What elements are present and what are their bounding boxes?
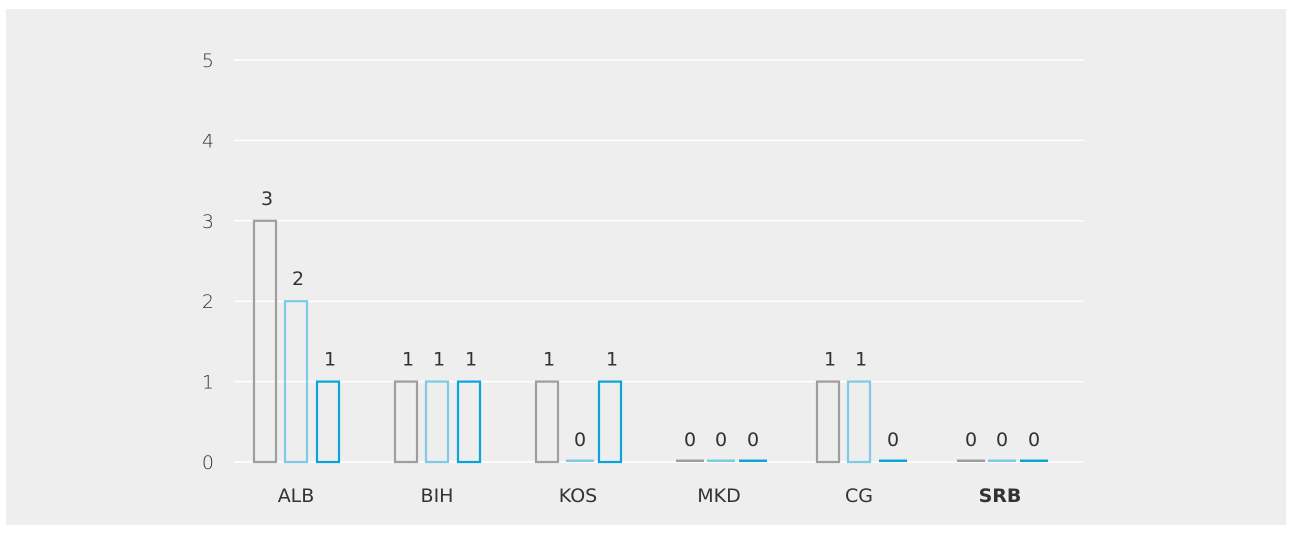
bar-mkd-2	[739, 459, 767, 462]
y-tick-label: 3	[202, 211, 214, 233]
bar-bih-0	[393, 380, 419, 464]
data-label: 1	[855, 349, 867, 371]
bar-alb-2	[315, 380, 341, 464]
y-tick-label: 4	[202, 130, 214, 152]
bar-alb-1	[283, 300, 309, 464]
y-tick-label: 2	[202, 291, 214, 313]
data-label: 1	[543, 349, 555, 371]
bar-cg-0	[815, 380, 841, 464]
data-label: 0	[996, 429, 1008, 451]
data-label: 1	[606, 349, 618, 371]
data-label: 0	[887, 429, 899, 451]
x-tick-label-cg: CG	[845, 485, 873, 507]
x-tick-label-srb: SRB	[979, 485, 1022, 507]
bar-srb-1	[988, 459, 1016, 462]
bar-mkd-1	[707, 459, 735, 462]
x-tick-label-mkd: MKD	[697, 485, 740, 507]
bar-kos-1	[566, 459, 594, 462]
data-label: 0	[965, 429, 977, 451]
x-tick-label-bih: BIH	[421, 485, 454, 507]
bar-bih-2	[456, 380, 482, 464]
data-label: 1	[465, 349, 477, 371]
bar-cg-1	[846, 380, 872, 464]
y-tick-label: 5	[202, 50, 214, 72]
data-label: 0	[1028, 429, 1040, 451]
data-label: 0	[574, 429, 586, 451]
data-label: 1	[433, 349, 445, 371]
bar-srb-0	[957, 459, 985, 462]
bar-cg-2	[879, 459, 907, 462]
y-tick-label: 0	[202, 452, 214, 474]
data-label: 0	[684, 429, 696, 451]
x-tick-label-kos: KOS	[559, 485, 597, 507]
bar-kos-2	[597, 380, 623, 464]
bar-srb-2	[1020, 459, 1048, 462]
bar-bih-1	[424, 380, 450, 464]
x-tick-label-alb: ALB	[278, 485, 315, 507]
data-label: 0	[747, 429, 759, 451]
bar-alb-0	[252, 219, 278, 464]
data-label: 1	[324, 349, 336, 371]
data-label: 0	[715, 429, 727, 451]
bar-mkd-0	[676, 459, 704, 462]
chart-panel: 0 1 2 3 4 5 3 2 1 ALB 1 1 1 BIH 1 0 1 KOS 0 0 0 MKD 1 1 0 CG 0 0 0 SR…	[6, 9, 1286, 525]
data-label: 1	[402, 349, 414, 371]
y-tick-label: 1	[202, 372, 214, 394]
data-label: 1	[824, 349, 836, 371]
data-label: 2	[292, 268, 304, 290]
bar-kos-0	[534, 380, 560, 464]
data-label: 3	[261, 188, 273, 210]
